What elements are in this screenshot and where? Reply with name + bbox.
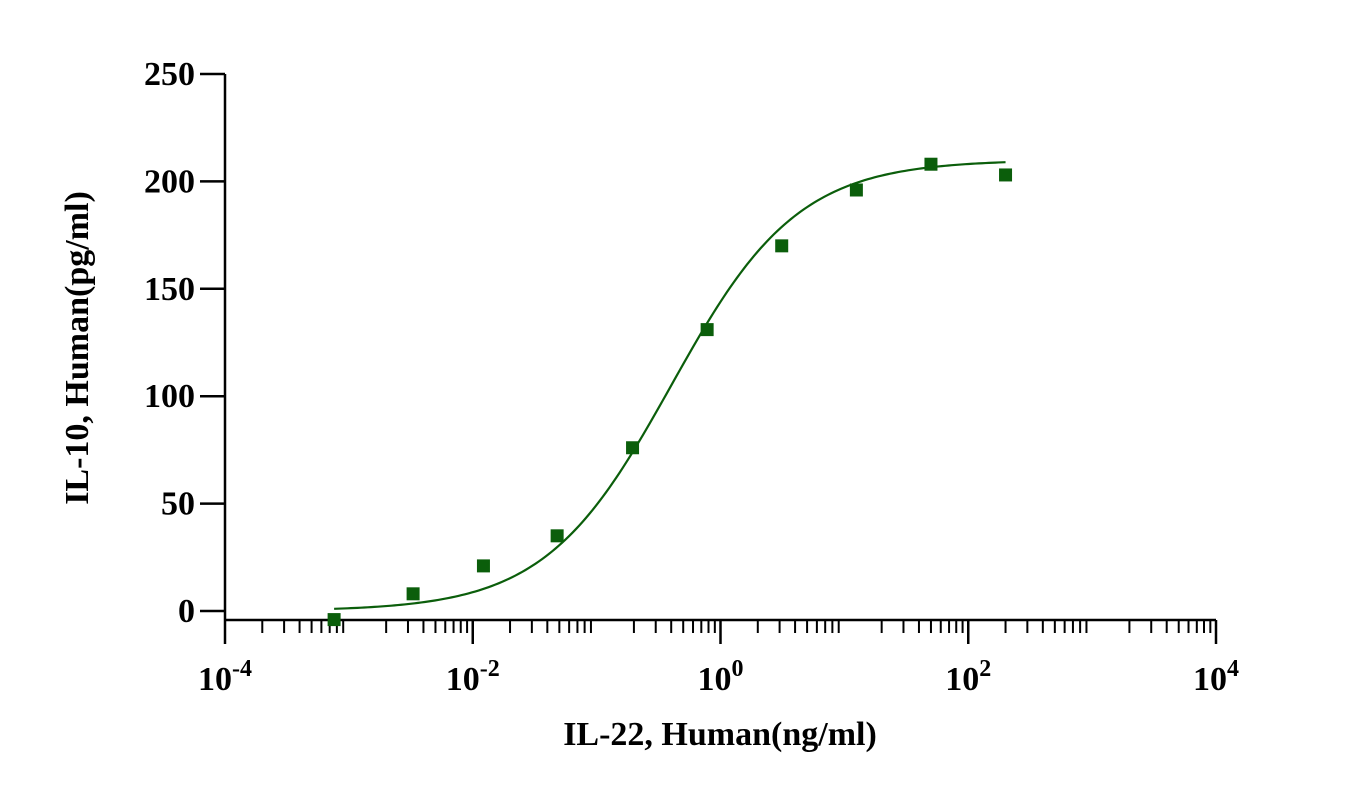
x-tick-label: 10-4 <box>198 656 252 698</box>
x-axis-title: IL-22, Human(ng/ml) <box>563 716 877 753</box>
data-point <box>849 183 863 197</box>
fit-curve <box>334 161 1006 610</box>
data-point <box>775 239 789 253</box>
data-point <box>476 559 490 573</box>
y-axis-title: IL-10, Human(pg/ml) <box>59 191 96 505</box>
data-point <box>406 587 420 601</box>
y-tick-label: 150 <box>144 271 195 308</box>
data-point <box>550 529 564 543</box>
x-tick-label: 10-2 <box>446 656 500 698</box>
fit-curve-group <box>334 161 1006 610</box>
y-tick-label: 50 <box>161 486 195 523</box>
y-tick-label: 200 <box>144 163 195 200</box>
y-tick-label: 250 <box>144 56 195 93</box>
data-point <box>327 613 341 627</box>
data-point <box>700 323 714 337</box>
y-tick-label: 0 <box>178 593 195 630</box>
axes-group <box>200 72 1218 644</box>
data-point <box>999 168 1013 182</box>
x-tick-label: 100 <box>698 656 744 698</box>
data-points-group <box>327 157 1013 627</box>
data-point <box>626 441 640 455</box>
x-tick-label: 102 <box>945 656 991 698</box>
y-tick-label: 100 <box>144 378 195 415</box>
labels-group: IL-22, Human(ng/ml) IL-10, Human(pg/ml) … <box>59 56 1239 753</box>
data-point <box>924 157 938 171</box>
x-tick-label: 104 <box>1193 656 1239 698</box>
